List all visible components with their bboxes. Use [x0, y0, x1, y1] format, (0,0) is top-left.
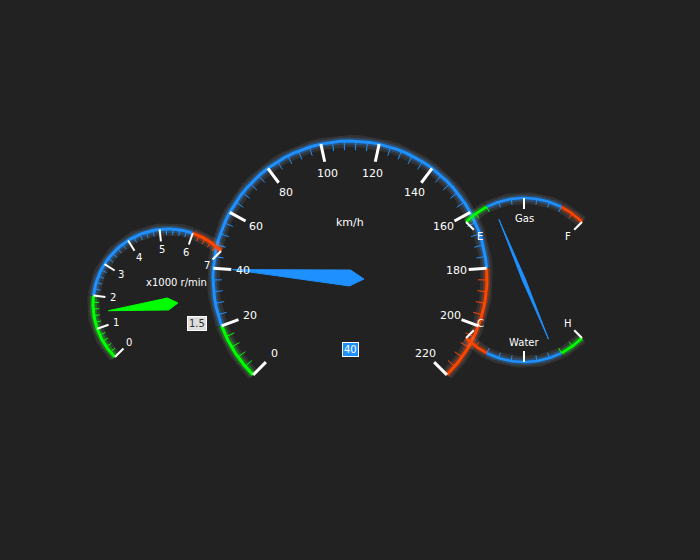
- svg-text:160: 160: [433, 220, 454, 233]
- svg-text:0: 0: [126, 337, 132, 348]
- svg-text:0: 0: [271, 347, 278, 360]
- svg-text:Gas: Gas: [515, 213, 534, 224]
- svg-text:km/h: km/h: [336, 216, 364, 229]
- svg-text:x1000 r/min: x1000 r/min: [146, 277, 207, 288]
- svg-text:E: E: [477, 231, 483, 242]
- svg-text:2: 2: [110, 292, 116, 303]
- svg-text:F: F: [565, 231, 571, 242]
- svg-text:200: 200: [440, 309, 461, 322]
- svg-text:20: 20: [243, 309, 257, 322]
- svg-text:1.5: 1.5: [189, 318, 205, 329]
- svg-text:220: 220: [415, 347, 436, 360]
- svg-text:80: 80: [279, 186, 293, 199]
- svg-text:40: 40: [344, 344, 357, 355]
- svg-text:140: 140: [404, 186, 425, 199]
- svg-text:120: 120: [362, 167, 383, 180]
- svg-text:3: 3: [118, 269, 124, 280]
- svg-text:5: 5: [159, 244, 165, 255]
- svg-text:1: 1: [113, 317, 119, 328]
- svg-text:7: 7: [204, 260, 210, 271]
- svg-text:Water: Water: [509, 337, 539, 348]
- svg-text:60: 60: [249, 220, 263, 233]
- svg-text:180: 180: [446, 264, 467, 277]
- svg-text:C: C: [477, 318, 484, 329]
- svg-text:4: 4: [136, 252, 142, 263]
- svg-text:40: 40: [236, 264, 250, 277]
- svg-text:100: 100: [317, 167, 338, 180]
- svg-text:6: 6: [183, 247, 189, 258]
- svg-text:H: H: [564, 318, 572, 329]
